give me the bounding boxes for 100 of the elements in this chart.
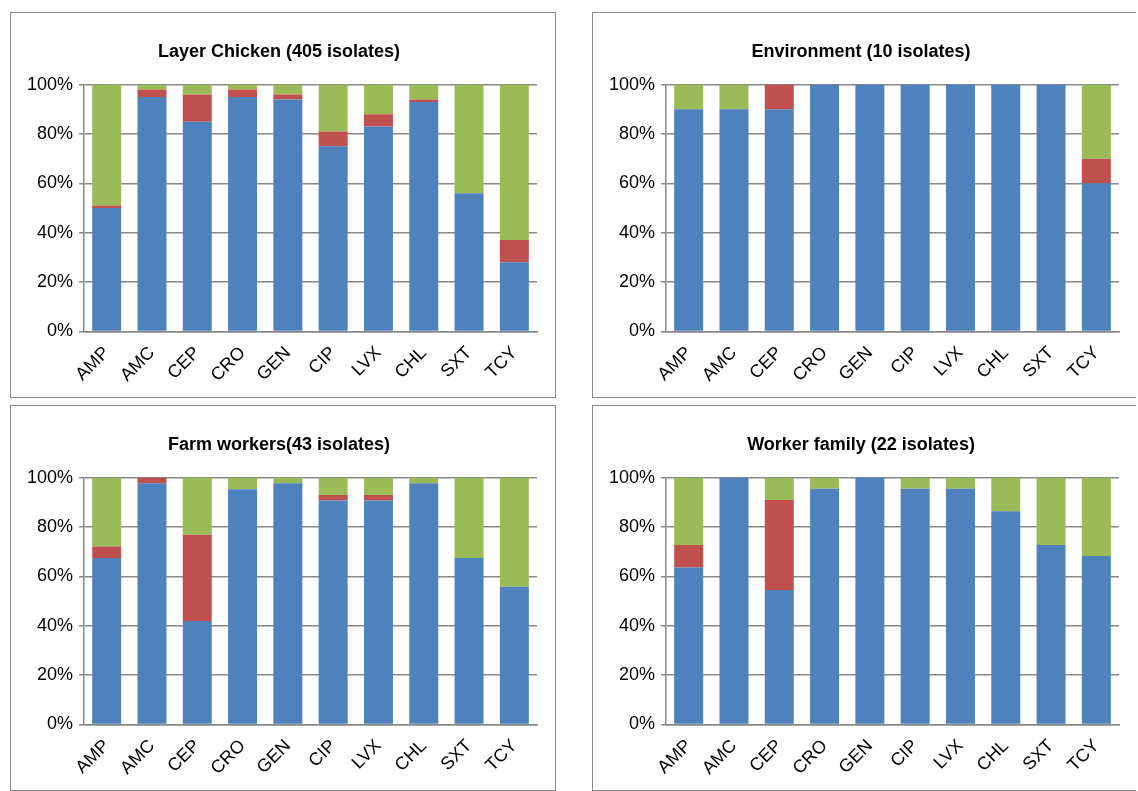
bar	[363, 494, 393, 501]
y-tick-label: 80%	[619, 515, 656, 536]
chart-title: Farm workers(43 isolates)	[167, 433, 391, 454]
bar	[719, 477, 749, 724]
x-tick-label: CHL	[390, 735, 431, 775]
bar	[1036, 84, 1066, 331]
bar	[182, 477, 212, 535]
y-tick-label: 0%	[629, 713, 656, 734]
bar	[454, 84, 484, 194]
bar	[92, 558, 122, 724]
bar	[409, 99, 439, 102]
y-tick-label: 80%	[37, 515, 74, 536]
x-tick-label: CIP	[304, 342, 340, 378]
bar	[318, 84, 348, 132]
y-tick-label: 0%	[629, 320, 656, 341]
chart-title: Worker family (22 isolates)	[747, 433, 975, 454]
bar	[674, 84, 704, 110]
bar	[92, 477, 122, 547]
bar	[810, 84, 840, 331]
chart-title: Environment (10 isolates)	[751, 40, 971, 61]
y-tick-label: 40%	[37, 221, 74, 242]
y-tick-label: 100%	[608, 466, 656, 487]
bar	[318, 494, 348, 501]
bar	[363, 500, 393, 724]
bar	[228, 477, 258, 490]
y-tick-label: 60%	[37, 565, 74, 586]
bar	[810, 488, 840, 724]
bar	[991, 511, 1021, 724]
y-tick-label: 20%	[37, 271, 74, 292]
bar	[719, 84, 749, 110]
bar	[499, 240, 529, 263]
y-tick-label: 20%	[37, 664, 74, 685]
bar	[1036, 477, 1066, 545]
bar	[674, 109, 704, 331]
bar	[92, 84, 122, 206]
bar	[674, 477, 704, 545]
bar	[991, 477, 1021, 512]
y-tick-label: 20%	[619, 664, 656, 685]
bar	[855, 477, 885, 724]
bar	[363, 84, 393, 115]
bar	[409, 483, 439, 724]
bar	[273, 99, 303, 331]
bar	[454, 193, 484, 331]
bar	[1081, 183, 1111, 331]
bar	[1036, 544, 1066, 724]
bar	[92, 546, 122, 559]
bar	[764, 500, 794, 590]
x-tick-label: CEP	[163, 342, 204, 383]
bar	[764, 109, 794, 331]
y-tick-label: 40%	[619, 221, 656, 242]
bar	[1081, 477, 1111, 557]
y-tick-label: 20%	[619, 271, 656, 292]
bar	[674, 544, 704, 568]
bar	[764, 589, 794, 724]
bar	[137, 483, 167, 724]
bar	[228, 89, 258, 97]
bar	[182, 621, 212, 724]
bar	[499, 586, 529, 724]
bar	[945, 477, 975, 489]
bar	[273, 483, 303, 724]
x-tick-label: CIP	[304, 735, 340, 771]
y-tick-label: 60%	[37, 172, 74, 193]
bar	[273, 84, 303, 95]
bar	[1081, 556, 1111, 724]
bar	[499, 477, 529, 587]
bar	[764, 477, 794, 501]
x-tick-label: CEP	[745, 735, 786, 776]
bar	[499, 84, 529, 241]
bar	[318, 477, 348, 495]
bar	[499, 262, 529, 331]
y-tick-label: 100%	[26, 73, 74, 94]
y-tick-label: 100%	[26, 466, 74, 487]
x-tick-label: CHL	[390, 342, 431, 382]
x-tick-label: CIP	[886, 342, 922, 378]
bar	[363, 477, 393, 495]
bar	[409, 84, 439, 100]
bar	[945, 488, 975, 724]
bar	[228, 84, 258, 90]
bar	[182, 534, 212, 622]
chart-title: Layer Chicken (405 isolates)	[157, 40, 401, 61]
x-tick-label: CIP	[886, 735, 922, 771]
bar	[454, 477, 484, 559]
y-tick-label: 40%	[619, 614, 656, 635]
bar	[855, 84, 885, 331]
x-tick-label: CEP	[745, 342, 786, 383]
bar	[137, 84, 167, 90]
bar	[900, 84, 930, 331]
x-tick-label: CHL	[972, 342, 1013, 382]
bar	[454, 558, 484, 724]
y-tick-label: 100%	[608, 73, 656, 94]
y-tick-label: 60%	[619, 172, 656, 193]
bar	[318, 146, 348, 331]
bar	[810, 477, 840, 489]
bar	[409, 101, 439, 331]
y-tick-label: 0%	[47, 713, 74, 734]
y-tick-label: 60%	[619, 565, 656, 586]
bar	[137, 96, 167, 331]
bar	[137, 89, 167, 97]
y-tick-label: 80%	[37, 122, 74, 143]
bar	[92, 208, 122, 331]
